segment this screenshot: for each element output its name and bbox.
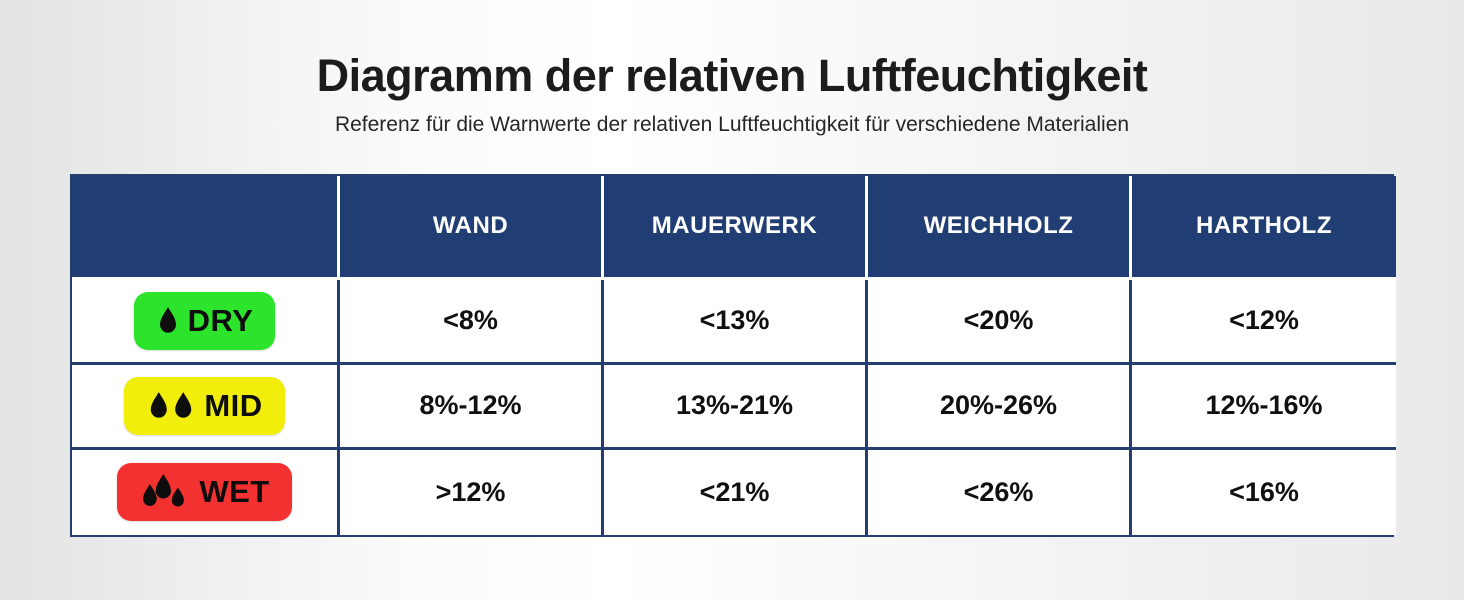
- value-cell: <8%: [340, 279, 604, 365]
- badge-label: WET: [199, 474, 270, 510]
- row-label-cell-wet: WET: [72, 449, 340, 535]
- value-cell: <12%: [1132, 279, 1396, 365]
- page-title: Diagramm der relativen Luftfeuchtigkeit: [316, 50, 1148, 101]
- wet-badge: WET: [117, 463, 292, 522]
- mid-badge: MID: [124, 376, 285, 435]
- column-header-wand: WAND: [340, 175, 604, 280]
- value-cell: 12%-16%: [1132, 364, 1396, 450]
- column-header-hartholz: HARTHOLZ: [1132, 175, 1396, 280]
- value-cell: >12%: [340, 449, 604, 535]
- header-block: Diagramm der relativen Luftfeuchtigkeit …: [0, 0, 1464, 140]
- value-cell: <20%: [868, 279, 1132, 365]
- value-cell: 8%-12%: [340, 364, 604, 450]
- page-subtitle: Referenz für die Warnwerte der relativen…: [334, 113, 1130, 136]
- droplet-icon: [146, 391, 196, 421]
- humidity-table: WAND MAUERWERK WEICHHOLZ HARTHOLZ DRY <8…: [70, 173, 1396, 537]
- value-cell: 20%-26%: [868, 364, 1132, 450]
- value-cell: 13%-21%: [604, 364, 868, 450]
- badge-label: MID: [204, 387, 263, 423]
- row-label-cell-mid: MID: [72, 364, 340, 450]
- row-label-cell-dry: DRY: [72, 279, 340, 365]
- droplet-icon: [156, 306, 180, 336]
- badge-label: DRY: [187, 302, 254, 338]
- column-header-mauerwerk: MAUERWERK: [604, 175, 868, 280]
- value-cell: <13%: [604, 279, 868, 365]
- dry-badge: DRY: [133, 291, 276, 350]
- table-corner-cell: [72, 175, 340, 280]
- column-header-weichholz: WEICHHOLZ: [868, 175, 1132, 280]
- value-cell: <26%: [868, 449, 1132, 535]
- value-cell: <21%: [604, 449, 868, 535]
- value-cell: <16%: [1132, 449, 1396, 535]
- droplet-icon: [139, 473, 191, 511]
